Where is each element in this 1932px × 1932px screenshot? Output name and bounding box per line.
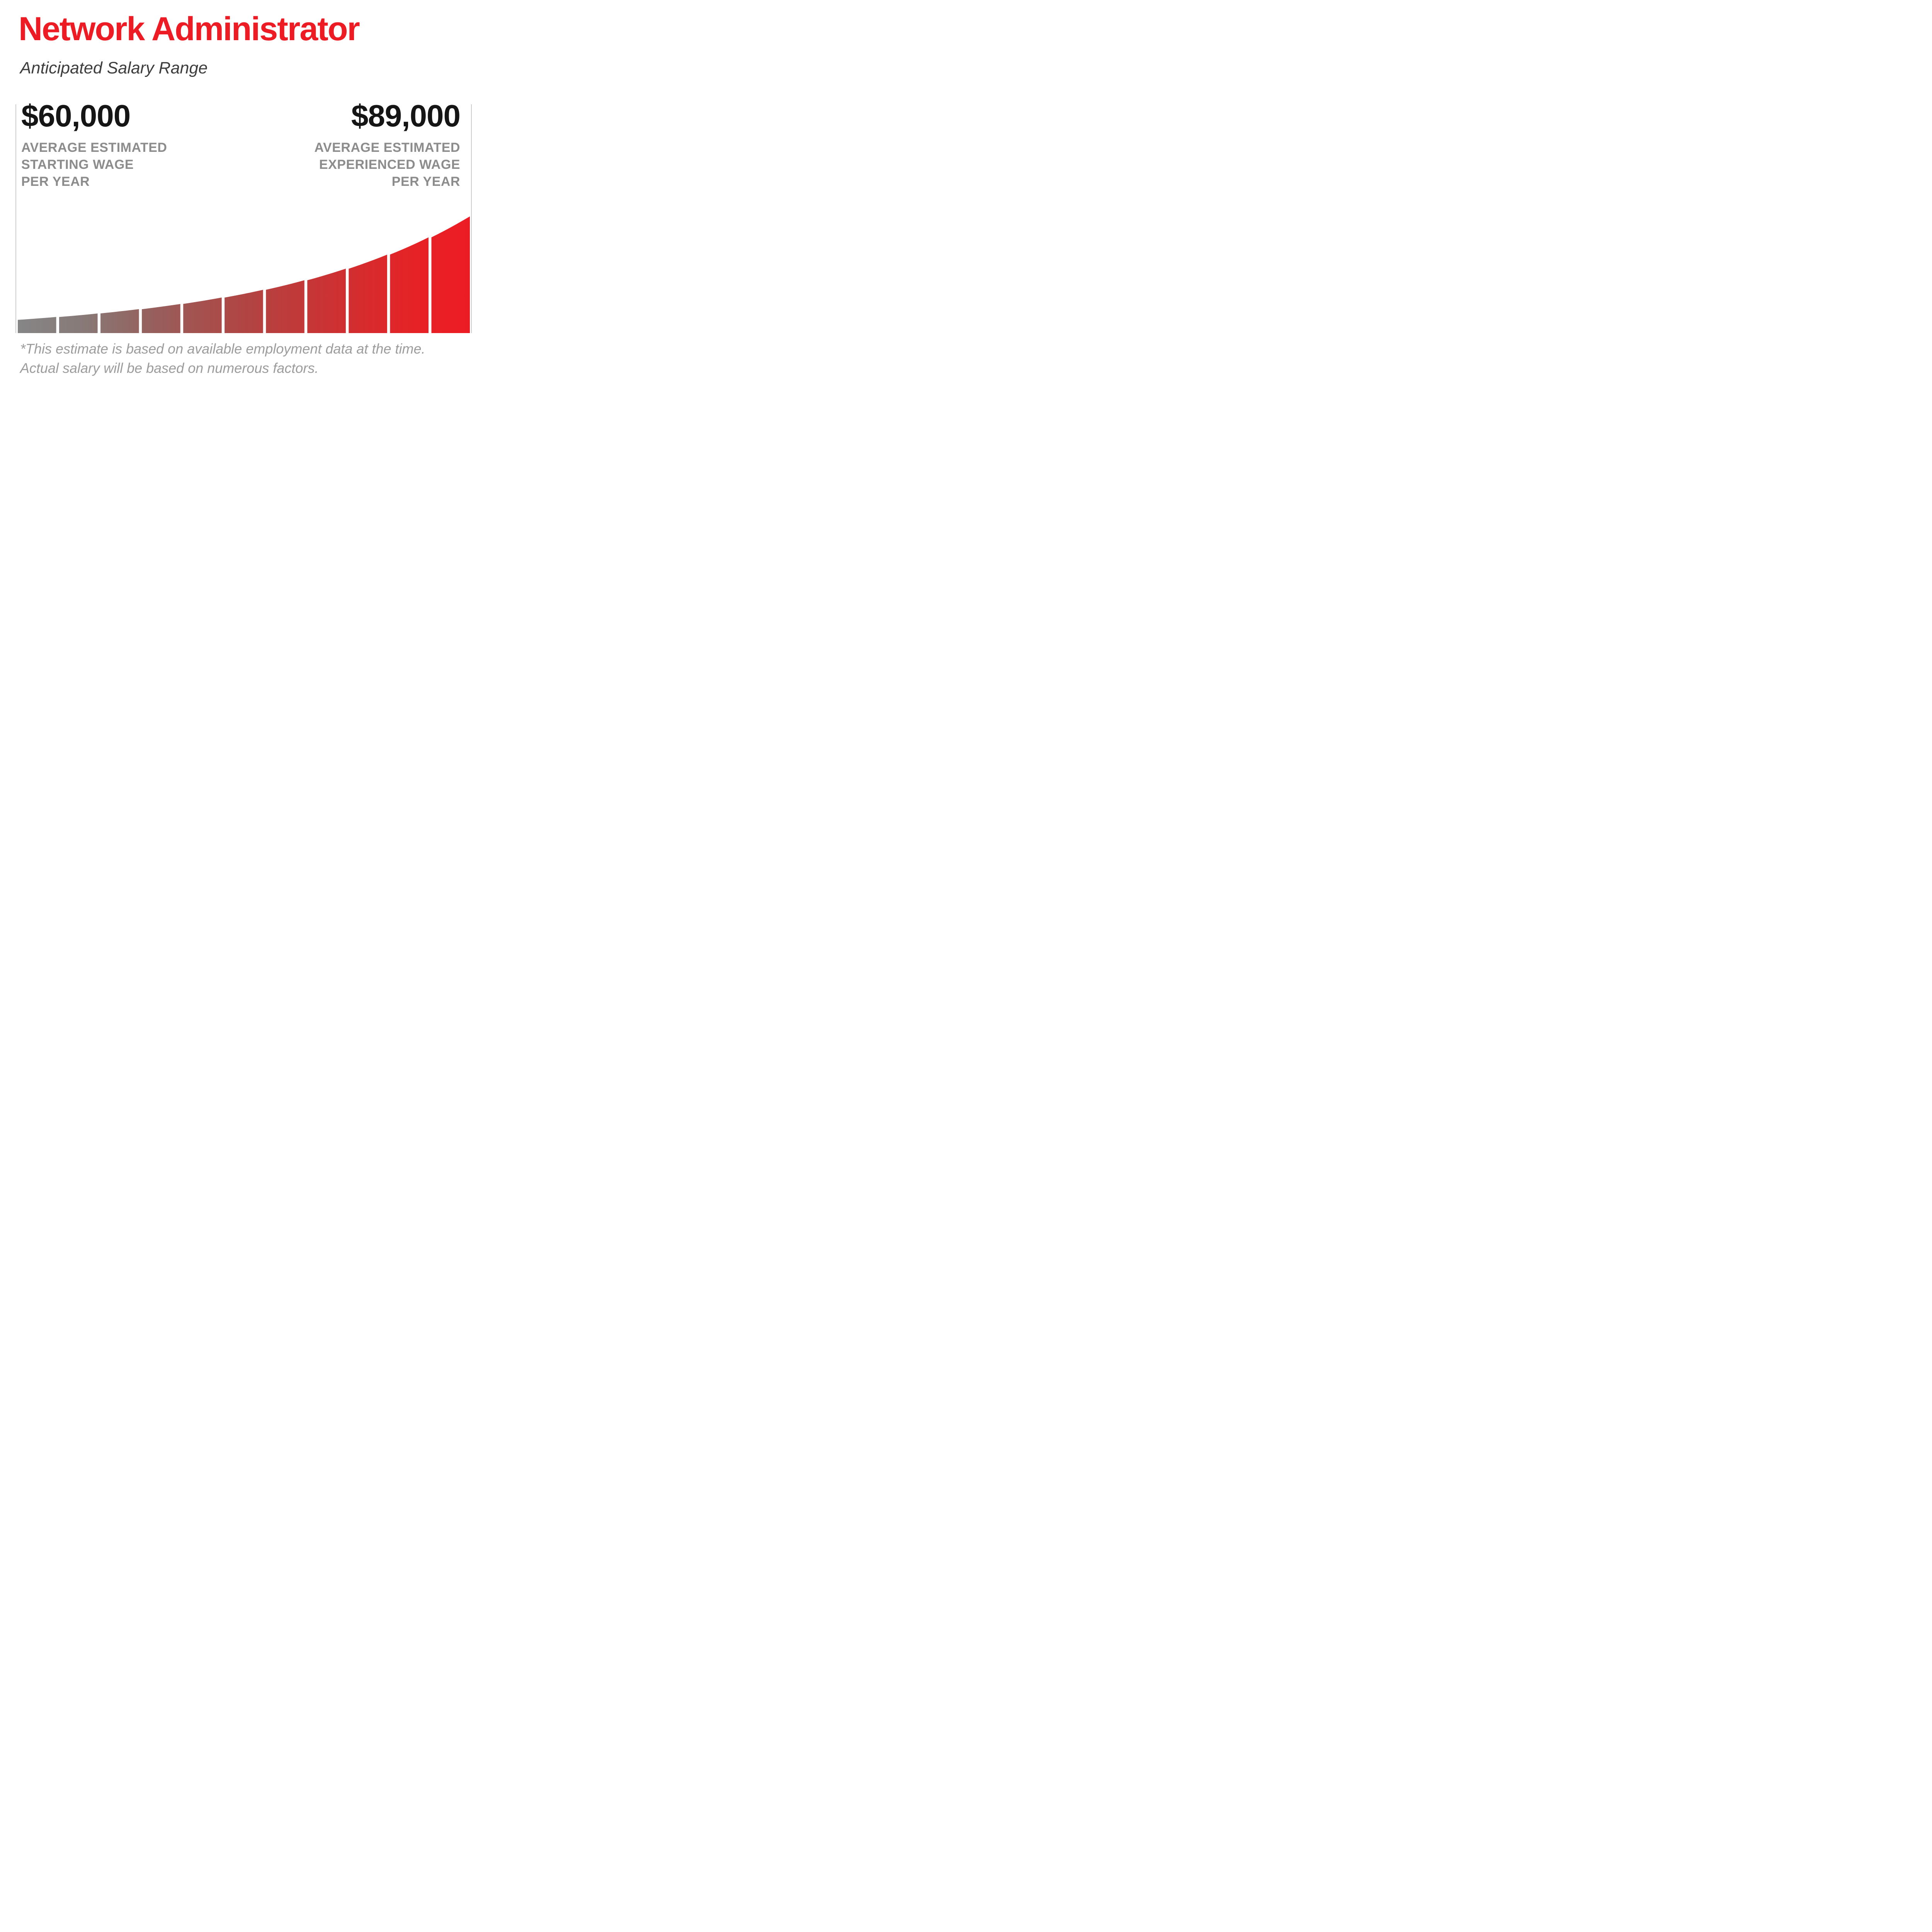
experienced-wage-label: AVERAGE ESTIMATED EXPERIENCED WAGE PER Y…	[315, 139, 461, 190]
experienced-wage-label-line-1: AVERAGE ESTIMATED	[314, 140, 460, 155]
salary-bar-10	[390, 237, 429, 333]
experienced-wage-label-line-2: EXPERIENCED WAGE	[319, 157, 460, 172]
left-axis-line	[15, 104, 16, 333]
right-axis-line	[471, 104, 472, 333]
salary-bar-5	[183, 298, 222, 333]
salary-growth-bar-chart	[18, 216, 470, 333]
starting-wage-label-line-3: PER YEAR	[21, 174, 90, 189]
salary-bar-9	[349, 255, 387, 333]
footnote: *This estimate is based on available emp…	[20, 339, 425, 378]
salary-bar-8	[307, 269, 346, 333]
salary-bar-1	[18, 317, 56, 333]
starting-wage-label: AVERAGE ESTIMATED STARTING WAGE PER YEAR	[21, 139, 167, 190]
salary-bar-4	[142, 304, 180, 333]
page-title: Network Administrator	[19, 10, 360, 48]
salary-bar-7	[266, 280, 304, 333]
salary-bar-2	[59, 313, 98, 333]
starting-wage-block: $60,000 AVERAGE ESTIMATED STARTING WAGE …	[21, 100, 167, 190]
salary-bar-11	[431, 216, 470, 333]
starting-wage-amount: $60,000	[21, 99, 131, 133]
experienced-wage-amount: $89,000	[351, 99, 461, 133]
footnote-line-1: *This estimate is based on available emp…	[20, 341, 425, 357]
footnote-line-2: Actual salary will be based on numerous …	[20, 360, 319, 376]
starting-wage-label-line-2: STARTING WAGE	[21, 157, 134, 172]
experienced-wage-label-line-3: PER YEAR	[391, 174, 460, 189]
salary-bar-6	[224, 290, 263, 333]
salary-bar-3	[100, 309, 139, 333]
experienced-wage-block: $89,000 AVERAGE ESTIMATED EXPERIENCED WA…	[315, 100, 461, 190]
salary-growth-chart	[18, 216, 470, 333]
starting-wage-label-line-1: AVERAGE ESTIMATED	[21, 140, 167, 155]
page-subtitle: Anticipated Salary Range	[20, 59, 208, 77]
